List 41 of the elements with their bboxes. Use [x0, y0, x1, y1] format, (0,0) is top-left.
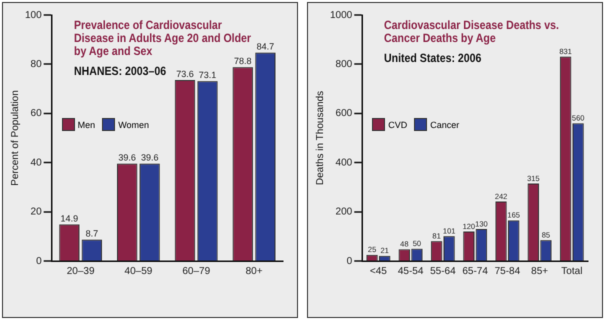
text: Prevalence of Cardiovascular Disease in Adults Age 20 and Older by Age and Sex: [74, 18, 251, 58]
legend-label: Men: [78, 120, 96, 130]
y-tick-label: 80: [30, 58, 42, 70]
legend-label: Cancer: [430, 120, 460, 130]
y-tick-label: 200: [336, 206, 353, 218]
data-label: 14.9: [60, 213, 78, 224]
x-tick-label: Total: [561, 266, 582, 277]
data-label: 73.1: [198, 70, 216, 80]
x-tick-label: <45: [370, 266, 388, 277]
legend-label: Women: [118, 120, 150, 130]
y-tick-label: 20: [30, 206, 42, 218]
data-label: 73.6: [176, 68, 194, 79]
y-axis-title: Percent of Population: [10, 90, 21, 186]
x-tick-label: 65-74: [462, 266, 488, 277]
x-tick-label: 45-54: [398, 266, 424, 277]
text: United States: 2006: [384, 51, 482, 65]
data-label: 8.7: [86, 228, 98, 239]
x-tick-label: 20–39: [66, 266, 95, 277]
y-tick-label: 40: [30, 157, 42, 168]
data-label: 84.7: [256, 42, 274, 52]
x-tick-label: 85+: [531, 266, 548, 277]
y-tick-label: 60: [30, 108, 42, 120]
y-tick-label: 0: [36, 256, 42, 267]
y-tick-label: 100: [24, 10, 42, 21]
y-tick-label: 400: [336, 157, 353, 168]
x-tick-label: 75-84: [494, 266, 521, 277]
x-tick-label: 55-64: [430, 266, 456, 277]
data-label: 39.6: [140, 152, 158, 163]
y-tick-label: 600: [336, 108, 353, 120]
y-tick-label: 0: [346, 256, 353, 267]
data-label: 39.6: [118, 152, 136, 163]
x-tick-label: 60–79: [182, 266, 211, 277]
y-tick-label: 800: [336, 58, 353, 70]
x-tick-label: 80+: [246, 266, 263, 277]
y-tick-label: 1000: [330, 10, 353, 21]
text: Cardiovascular Disease Deaths vs. Cancer Deaths by Age: [384, 18, 560, 45]
y-axis-title: Deaths in Thousands: [314, 90, 326, 186]
legend-label: CVD: [388, 120, 408, 130]
data-label: 78.8: [234, 56, 252, 66]
text: NHANES: 2003–06: [74, 64, 166, 78]
x-tick-label: 40–59: [124, 266, 153, 277]
